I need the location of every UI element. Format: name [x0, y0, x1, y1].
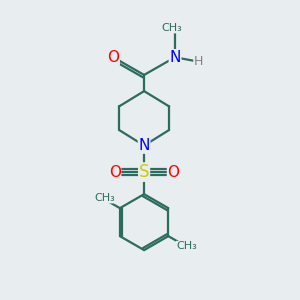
Text: N: N — [169, 50, 181, 65]
Text: H: H — [194, 55, 203, 68]
Text: CH₃: CH₃ — [94, 193, 115, 203]
Text: O: O — [109, 165, 121, 180]
Text: O: O — [168, 165, 180, 180]
Text: S: S — [139, 163, 149, 181]
Text: N: N — [138, 138, 150, 153]
Text: CH₃: CH₃ — [162, 23, 182, 33]
Text: CH₃: CH₃ — [176, 242, 197, 251]
Text: O: O — [107, 50, 119, 65]
